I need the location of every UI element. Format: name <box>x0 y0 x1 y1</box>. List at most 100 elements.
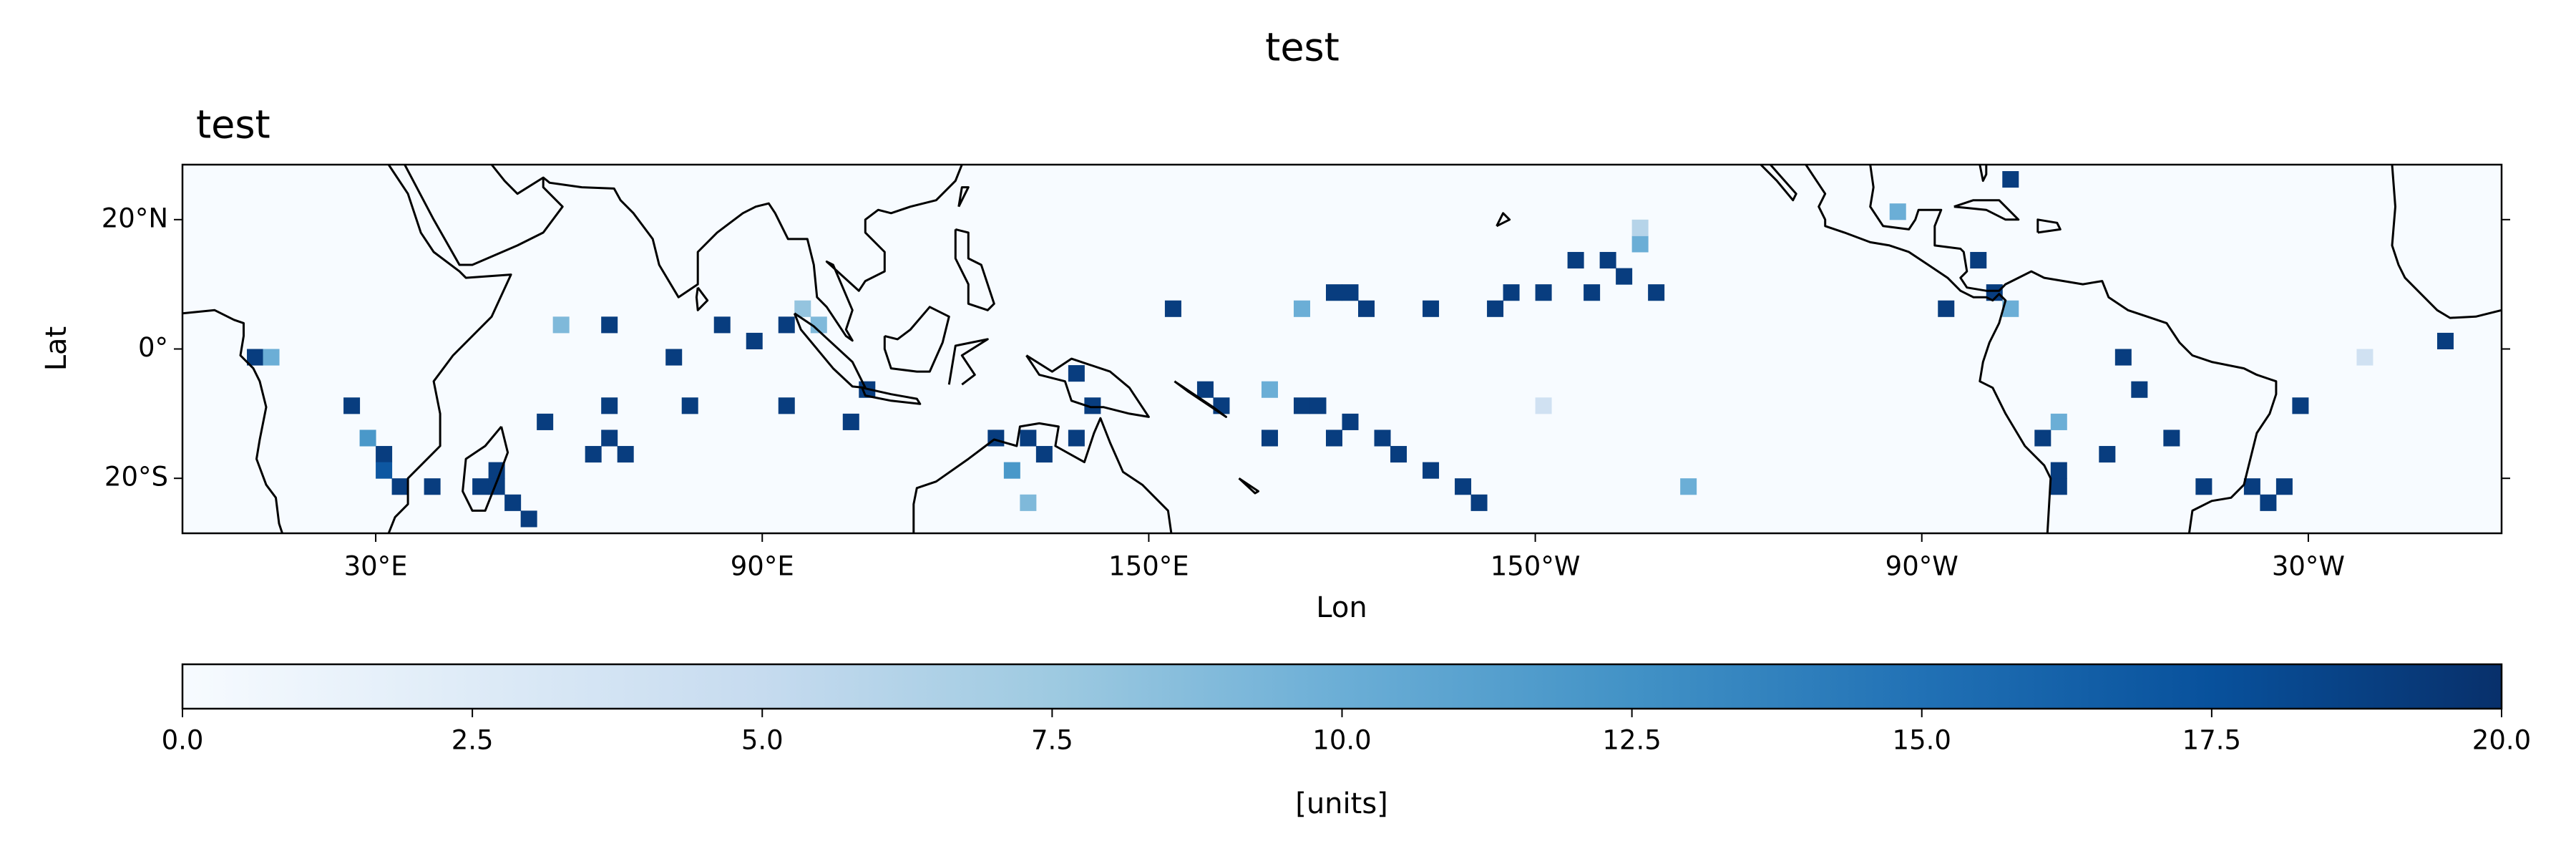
y-tick-label: 20°S <box>104 462 168 492</box>
cell <box>2243 478 2260 495</box>
colorbar <box>181 663 2503 710</box>
y-axis-label: Lat <box>40 326 73 371</box>
colorbar-tick-label: 10.0 <box>1312 725 1371 756</box>
coastline <box>1979 165 1988 183</box>
cell <box>1938 300 1955 317</box>
cell <box>2050 413 2067 430</box>
coastline <box>947 338 989 386</box>
x-tick-label: 30°E <box>344 551 408 582</box>
coastline <box>1174 380 1227 418</box>
cell <box>1986 284 2003 301</box>
cell <box>1374 430 1391 447</box>
cell <box>2275 478 2293 495</box>
cell <box>1889 203 1906 220</box>
cell <box>1325 284 1342 301</box>
colorbar-tick-label: 20.0 <box>2472 725 2531 756</box>
coastline <box>1805 165 2052 533</box>
coastline <box>954 228 995 311</box>
coastline <box>695 286 709 311</box>
cell <box>987 430 1005 447</box>
coastline <box>1025 354 1150 418</box>
cell <box>1084 397 1101 414</box>
cell <box>2260 494 2277 511</box>
cell <box>1003 462 1020 479</box>
cell <box>810 316 827 334</box>
x-tick-label: 30°W <box>2272 551 2345 582</box>
cells <box>247 171 2454 528</box>
cell <box>1261 381 1278 398</box>
coastline <box>912 417 1173 533</box>
colorbar-tick-label: 5.0 <box>741 725 784 756</box>
cell <box>2002 171 2019 188</box>
cell <box>1342 413 1359 430</box>
cell <box>2195 478 2212 495</box>
cell <box>1631 236 1649 253</box>
cell <box>247 349 264 366</box>
cell <box>472 478 489 495</box>
cell <box>552 316 570 334</box>
colorbar-tick-label: 17.5 <box>2182 725 2241 756</box>
cell <box>1068 365 1085 382</box>
cell <box>778 397 795 414</box>
cell <box>1423 462 1440 479</box>
cell <box>2114 349 2132 366</box>
cell <box>1567 251 1584 269</box>
cell <box>359 430 376 447</box>
cell <box>2356 349 2373 366</box>
cell <box>1325 430 1342 447</box>
cell <box>263 349 280 366</box>
coastline <box>1869 165 2278 533</box>
cell <box>2050 478 2067 495</box>
cell <box>1970 251 1987 269</box>
cell <box>1631 219 1649 236</box>
cell <box>1293 300 1310 317</box>
coastline <box>542 165 963 342</box>
coastlines <box>182 165 2502 533</box>
coastline <box>861 387 922 405</box>
cell <box>585 446 602 463</box>
coastline <box>462 425 509 512</box>
coastline <box>957 186 970 208</box>
coastline <box>1496 212 1511 228</box>
cell <box>376 462 393 479</box>
coastline <box>1953 199 2020 221</box>
axes-title: test <box>196 102 270 147</box>
x-axis-label: Lon <box>1316 591 1367 624</box>
x-tick-label: 90°E <box>731 551 794 582</box>
cell <box>1535 284 1552 301</box>
map-background <box>182 165 2502 533</box>
cell <box>746 332 763 349</box>
coastline <box>1760 165 1797 202</box>
coastline <box>2391 165 2502 319</box>
cell <box>1616 268 1633 285</box>
cell <box>842 413 859 430</box>
cell <box>1503 284 1520 301</box>
cell <box>376 446 393 463</box>
cell <box>617 446 634 463</box>
colorbar-tick-label: 15.0 <box>1893 725 1951 756</box>
cell <box>1358 300 1375 317</box>
cell <box>2436 332 2454 349</box>
cell <box>681 397 698 414</box>
cell <box>1164 300 1181 317</box>
cell <box>504 494 522 511</box>
cell <box>391 478 409 495</box>
x-tick-label: 90°W <box>1885 551 1958 582</box>
cell <box>1020 494 1037 511</box>
cell <box>2163 430 2180 447</box>
cell <box>1487 300 1504 317</box>
cell <box>2002 300 2019 317</box>
cell <box>1470 494 1488 511</box>
figure-title: test <box>1265 25 1340 70</box>
y-tick-label: 0° <box>138 332 168 363</box>
colorbar-tick-label: 0.0 <box>162 725 204 756</box>
coastline <box>182 309 283 533</box>
cell <box>601 397 618 414</box>
cell <box>2050 462 2067 479</box>
coastline <box>793 312 867 389</box>
colorbar-tick-label: 7.5 <box>1031 725 1073 756</box>
cell <box>778 316 795 334</box>
coastline <box>2036 218 2062 234</box>
cell <box>1196 381 1214 398</box>
